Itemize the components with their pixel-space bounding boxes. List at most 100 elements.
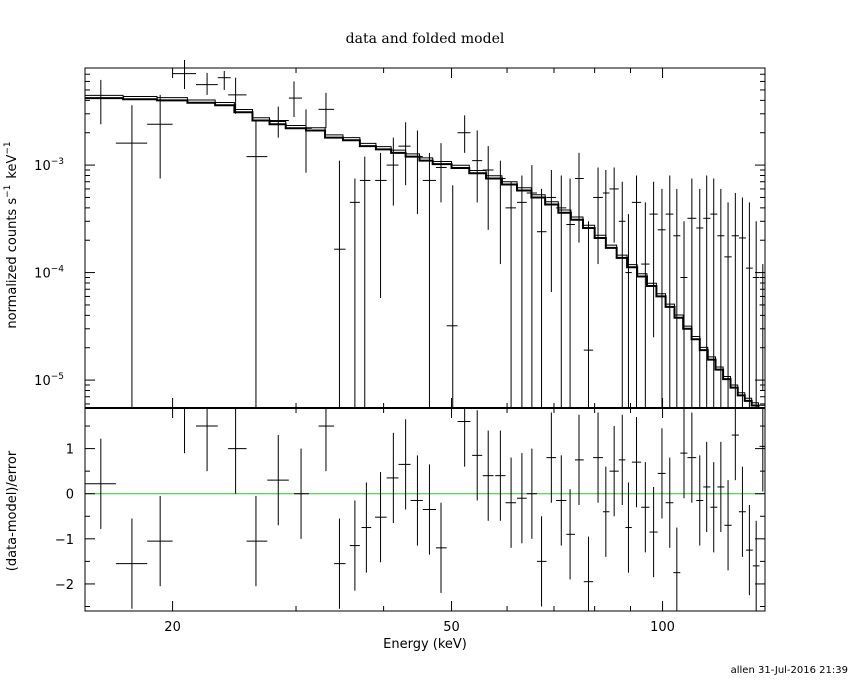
residual-point: [349, 500, 360, 591]
data-point: [717, 188, 725, 408]
residual-point: [386, 432, 399, 524]
data-point: [526, 165, 537, 408]
top-panel: 10−3 10−4 10−5: [34, 59, 766, 409]
y-tick-label: −1: [55, 533, 74, 548]
residual-point: [361, 482, 372, 573]
data-point: [745, 202, 753, 408]
bottom-y-ticks: 1 0 −1 −2: [55, 425, 765, 607]
data-point: [536, 188, 547, 408]
residual-point: [731, 408, 739, 481]
data-point: [410, 130, 423, 215]
residual-point: [435, 502, 447, 593]
ylabel-main: normalized counts s: [5, 198, 20, 329]
data-point: [318, 92, 335, 129]
data-point: [618, 181, 626, 408]
data-point: [609, 167, 619, 243]
data-point: [574, 152, 584, 243]
chart-title: data and folded model: [346, 31, 505, 47]
y-tick-label: 10−3: [34, 157, 64, 174]
data-point: [398, 122, 411, 186]
data-point: [288, 81, 303, 118]
residual-point: [738, 466, 746, 557]
residual-point: [566, 489, 575, 580]
residual-point: [334, 518, 346, 609]
residual-point: [267, 435, 289, 526]
data-point: [649, 181, 658, 338]
x-tick-label: 20: [164, 620, 181, 635]
residual-point: [293, 448, 309, 539]
residual-point: [318, 408, 335, 472]
residual-point: [457, 408, 471, 467]
data-point: [583, 221, 594, 408]
residual-point: [724, 480, 732, 571]
data-point: [710, 178, 718, 408]
data-point: [172, 59, 197, 90]
data-point: [556, 175, 567, 408]
data-point: [687, 178, 697, 408]
residual-point: [759, 408, 765, 492]
residual-point: [618, 414, 626, 505]
ylabel-exp-1: −1: [3, 185, 13, 198]
residual-point: [517, 453, 527, 544]
x-tick-label: 100: [650, 620, 675, 635]
residual-point: [115, 518, 148, 609]
data-point: [703, 175, 711, 408]
data-point: [641, 202, 650, 408]
residual-point: [196, 408, 218, 472]
data-point: [302, 109, 312, 173]
data-points: [85, 59, 765, 408]
residual-point: [147, 495, 173, 587]
residual-point: [641, 462, 650, 553]
residual-point: [546, 412, 557, 503]
residual-point: [680, 408, 688, 499]
residual-point: [703, 441, 711, 533]
residual-point: [246, 495, 268, 587]
residual-point: [752, 520, 760, 611]
data-point: [446, 185, 458, 408]
data-point: [752, 221, 760, 408]
y-tick-label: 10−5: [34, 372, 64, 389]
residual-point: [495, 430, 506, 521]
data-point: [724, 202, 732, 408]
x-tick-label: 50: [443, 620, 460, 635]
residual-point: [657, 428, 666, 519]
data-point: [267, 106, 289, 138]
residual-point: [85, 438, 116, 529]
residual-point: [410, 455, 423, 546]
residual-point: [228, 408, 247, 494]
model-curve: [85, 94, 765, 409]
residual-point: [556, 455, 567, 546]
bottom-panel-frame: [84, 407, 766, 612]
data-point: [85, 79, 116, 125]
residual-point: [583, 536, 594, 611]
data-point: [228, 77, 247, 114]
data-point: [147, 94, 173, 179]
residual-point: [665, 457, 674, 548]
data-point: [625, 214, 632, 408]
data-point: [731, 192, 739, 408]
data-point: [665, 175, 674, 408]
data-point: [196, 72, 218, 95]
data-point: [680, 221, 688, 408]
data-point: [217, 71, 231, 90]
data-point: [517, 175, 527, 408]
data-point: [673, 188, 681, 408]
data-point: [546, 170, 557, 292]
data-point: [386, 137, 399, 206]
top-x-ticks: [172, 68, 664, 408]
residual-point: [717, 441, 725, 533]
data-point: [359, 156, 371, 408]
data-point: [593, 167, 603, 265]
data-point: [375, 152, 387, 299]
data-point: [422, 152, 436, 408]
ylabel-tail: keV: [5, 155, 20, 179]
data-point: [631, 175, 642, 408]
data-point: [457, 115, 471, 153]
residual-point: [593, 412, 603, 503]
residual-points: [85, 407, 765, 611]
data-point: [657, 188, 666, 408]
bottom-panel: 1 0 −1 −2 20 50 100: [55, 407, 766, 635]
residual-point: [472, 410, 483, 501]
residual-point: [536, 516, 547, 607]
